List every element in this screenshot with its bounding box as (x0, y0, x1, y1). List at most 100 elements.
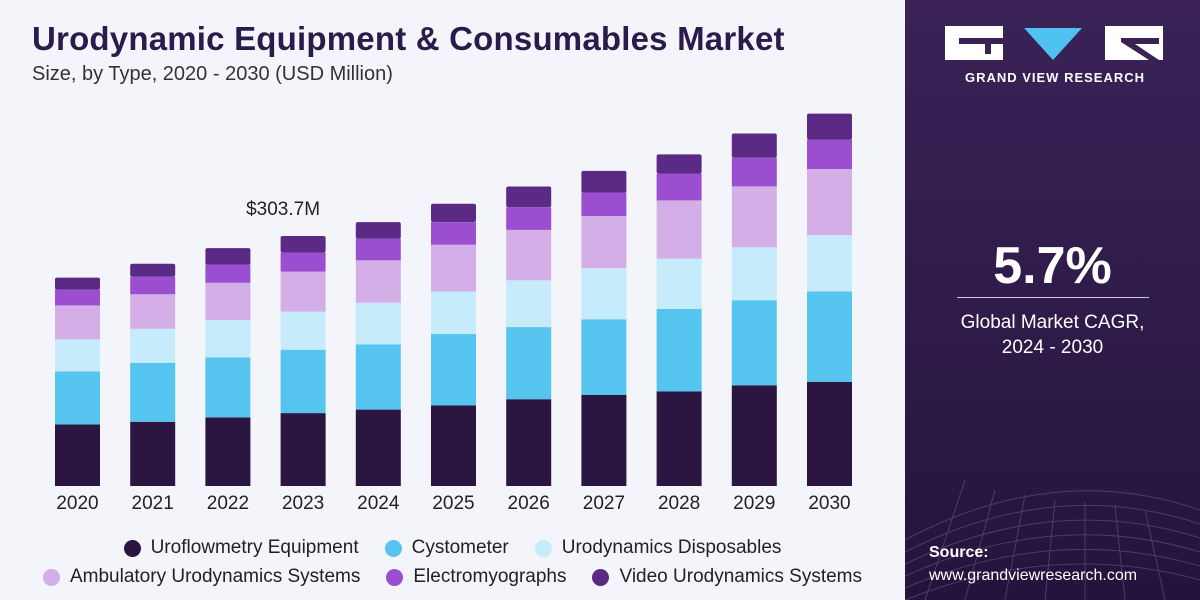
legend-label: Video Urodynamics Systems (619, 566, 863, 587)
x-tick-label-2029: 2029 (733, 493, 775, 514)
x-tick-label-2024: 2024 (357, 493, 400, 514)
stacked-bar-chart: 2020 2021 2022 2023 $303.7M 2024 2025 2026 2027 2… (55, 113, 852, 514)
legend-item-video-urodynamics-systems: Video Urodynamics Systems (592, 566, 862, 588)
bar-segment-2027-video-urodynamics-systems (581, 170, 627, 193)
bar-segment-2025-electromyographs (431, 222, 476, 245)
legend-item-electromyographs: Electromyographs (386, 566, 566, 588)
legend-swatch (123, 539, 141, 557)
bar-segment-2022-cystometer (205, 357, 251, 418)
chart-title: Urodynamic Equipment & Consumables Marke… (32, 20, 785, 57)
brand-logo: GRAND VIEW RESEARCH (945, 24, 1165, 85)
x-tick-label-2027: 2027 (583, 493, 625, 514)
x-tick-label-2028: 2028 (658, 493, 700, 514)
bar-segment-2030-electromyographs (807, 139, 852, 170)
cagr-divider (957, 297, 1149, 298)
bar-segment-2022-urodynamics-disposables (205, 320, 251, 358)
bar-segment-2025-uroflowmetry-equipment (431, 405, 476, 486)
bar-segment-2027-cystometer (581, 319, 627, 395)
bar-segment-2022-ambulatory-urodynamics-systems (205, 282, 251, 321)
x-tick-label-2021: 2021 (132, 493, 174, 514)
bar-segment-2027-ambulatory-urodynamics-systems (581, 216, 627, 269)
bar-segment-2021-electromyographs (130, 276, 176, 295)
source-url[interactable]: www.grandviewresearch.com (929, 567, 1138, 584)
bar-segment-2020-ambulatory-urodynamics-systems (55, 305, 100, 340)
cagr-label-line2: 2024 - 2030 (1001, 337, 1104, 358)
bar-segment-2028-electromyographs (656, 173, 702, 201)
bar-segment-2030-video-urodynamics-systems (807, 113, 852, 140)
legend-item-ambulatory-urodynamics-systems: Ambulatory Urodynamics Systems (42, 566, 361, 588)
bar-segment-2021-urodynamics-disposables (130, 328, 176, 363)
chart-subtitle: Size, by Type, 2020 - 2030 (USD Million) (32, 63, 393, 85)
bar-segment-2030-uroflowmetry-equipment (807, 381, 852, 486)
bar-segment-2028-video-urodynamics-systems (656, 154, 702, 174)
legend-swatch (592, 568, 610, 586)
bar-segment-2029-urodynamics-disposables (731, 247, 777, 301)
legend-swatch (384, 539, 402, 557)
annotation-2023: $303.7M (246, 199, 320, 220)
legend-swatch (534, 539, 552, 557)
legend-label: Cystometer (411, 537, 509, 558)
bar-segment-2024-cystometer (355, 344, 401, 410)
cagr-label-line1: Global Market CAGR, (960, 312, 1145, 333)
bar-segment-2029-video-urodynamics-systems (731, 133, 777, 158)
legend-swatch (386, 568, 404, 586)
bar-segment-2026-uroflowmetry-equipment (506, 399, 552, 486)
bar-segment-2022-video-urodynamics-systems (205, 248, 251, 265)
bar-segment-2026-ambulatory-urodynamics-systems (506, 229, 552, 281)
bar-segment-2020-cystometer (55, 371, 100, 425)
side-panel: GRAND VIEW RESEARCH 5.7% Global Market C… (905, 0, 1200, 600)
bar-segment-2026-cystometer (506, 327, 552, 400)
chart-panel: Urodynamic Equipment & Consumables Marke… (0, 20, 905, 594)
decorative-grid (905, 479, 1200, 600)
bar-segment-2030-ambulatory-urodynamics-systems (807, 169, 852, 236)
bar-segment-2024-urodynamics-disposables (355, 302, 401, 345)
x-tick-label-2030: 2030 (808, 493, 850, 514)
legend-item-cystometer: Cystometer (384, 537, 509, 559)
source-label: Source: (929, 544, 989, 561)
bar-segment-2023-electromyographs (280, 252, 326, 272)
legend-label: Ambulatory Urodynamics Systems (69, 566, 361, 587)
bar-segment-2024-electromyographs (355, 238, 401, 261)
bar-segment-2026-electromyographs (506, 207, 552, 230)
bar-segment-2027-urodynamics-disposables (581, 268, 627, 320)
cagr-value: 5.7% (993, 237, 1112, 295)
bar-segment-2028-uroflowmetry-equipment (656, 391, 702, 486)
bar-segment-2020-electromyographs (55, 289, 100, 306)
bar-segment-2027-uroflowmetry-equipment (581, 394, 627, 486)
bar-segment-2023-cystometer (280, 349, 326, 414)
bar-segment-2021-video-urodynamics-systems (130, 263, 176, 277)
bar-segment-2025-cystometer (431, 334, 476, 406)
bar-segment-2023-ambulatory-urodynamics-systems (280, 271, 326, 312)
legend-label: Uroflowmetry Equipment (150, 537, 359, 558)
x-tick-label-2022: 2022 (207, 493, 249, 514)
logo-icon (945, 26, 1163, 60)
bar-segment-2024-video-urodynamics-systems (355, 222, 401, 239)
bar-segment-2024-uroflowmetry-equipment (355, 409, 401, 486)
x-tick-label-2025: 2025 (432, 493, 474, 514)
legend-item-uroflowmetry-equipment: Uroflowmetry Equipment (123, 537, 359, 559)
x-tick-label-2023: 2023 (282, 493, 324, 514)
bar-segment-2029-ambulatory-urodynamics-systems (731, 186, 777, 248)
bar-segment-2029-electromyographs (731, 157, 777, 187)
chart-legend: Uroflowmetry Equipment Cystometer Urodynam… (0, 534, 905, 594)
bar-segment-2021-ambulatory-urodynamics-systems (130, 294, 176, 329)
bar-segment-2029-uroflowmetry-equipment (731, 385, 777, 486)
legend-label: Electromyographs (413, 566, 567, 587)
bar-segment-2030-cystometer (807, 291, 852, 382)
bar-segment-2022-electromyographs (205, 264, 251, 283)
bar-segment-2023-urodynamics-disposables (280, 311, 326, 350)
bar-segment-2027-electromyographs (581, 192, 627, 216)
bar-segment-2021-cystometer (130, 362, 176, 422)
bar-segment-2022-uroflowmetry-equipment (205, 417, 251, 486)
bar-segment-2023-uroflowmetry-equipment (280, 413, 326, 486)
x-tick-label-2020: 2020 (56, 493, 98, 514)
x-tick-label-2026: 2026 (508, 493, 550, 514)
bar-segment-2025-video-urodynamics-systems (431, 203, 476, 222)
legend-item-urodynamics-disposables: Urodynamics Disposables (534, 537, 781, 559)
bar-segment-2028-ambulatory-urodynamics-systems (656, 200, 702, 259)
bar-segment-2025-urodynamics-disposables (431, 291, 476, 334)
bar-segment-2024-ambulatory-urodynamics-systems (355, 260, 401, 303)
cagr-label: Global Market CAGR, 2024 - 2030 (905, 310, 1200, 360)
bar-segment-2028-urodynamics-disposables (656, 258, 702, 309)
bar-segment-2029-cystometer (731, 300, 777, 386)
